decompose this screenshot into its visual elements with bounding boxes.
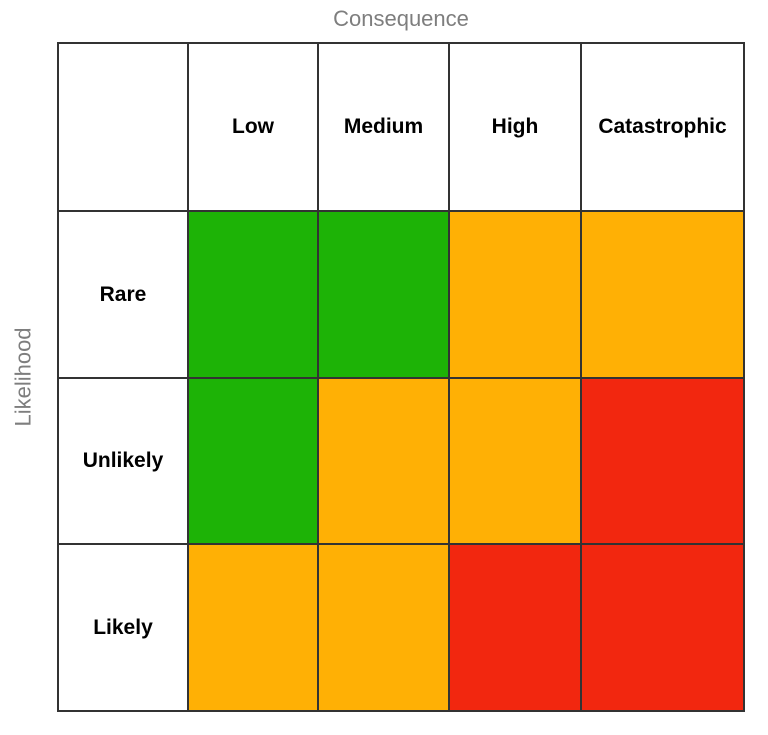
- y-axis-title: Likelihood: [11, 327, 37, 427]
- matrix-cell-unlikely-high: [450, 379, 582, 545]
- matrix-cell-unlikely-catastrophic: [582, 379, 745, 545]
- x-axis-title: Consequence: [333, 6, 469, 31]
- matrix-cell-unlikely-low: [189, 379, 319, 545]
- matrix-cell-rare-high: [450, 212, 582, 379]
- corner-cell: [59, 44, 189, 212]
- matrix-cell-rare-low: [189, 212, 319, 379]
- matrix-cell-likely-low: [189, 545, 319, 712]
- risk-matrix-grid: Low Medium High Catastrophic Rare Unlikely Lik…: [57, 42, 745, 712]
- row-label-rare: Rare: [59, 212, 189, 379]
- matrix-cell-unlikely-medium: [319, 379, 450, 545]
- matrix-cell-rare-catastrophic: [582, 212, 745, 379]
- row-label-unlikely: Unlikely: [59, 379, 189, 545]
- matrix-cell-likely-medium: [319, 545, 450, 712]
- matrix-cell-likely-high: [450, 545, 582, 712]
- y-axis-title-wrap: Likelihood: [0, 42, 48, 712]
- matrix-cell-likely-catastrophic: [582, 545, 745, 712]
- column-header-catastrophic: Catastrophic: [582, 44, 745, 212]
- row-label-likely: Likely: [59, 545, 189, 712]
- column-header-medium: Medium: [319, 44, 450, 212]
- column-header-high: High: [450, 44, 582, 212]
- column-header-low: Low: [189, 44, 319, 212]
- matrix-cell-rare-medium: [319, 212, 450, 379]
